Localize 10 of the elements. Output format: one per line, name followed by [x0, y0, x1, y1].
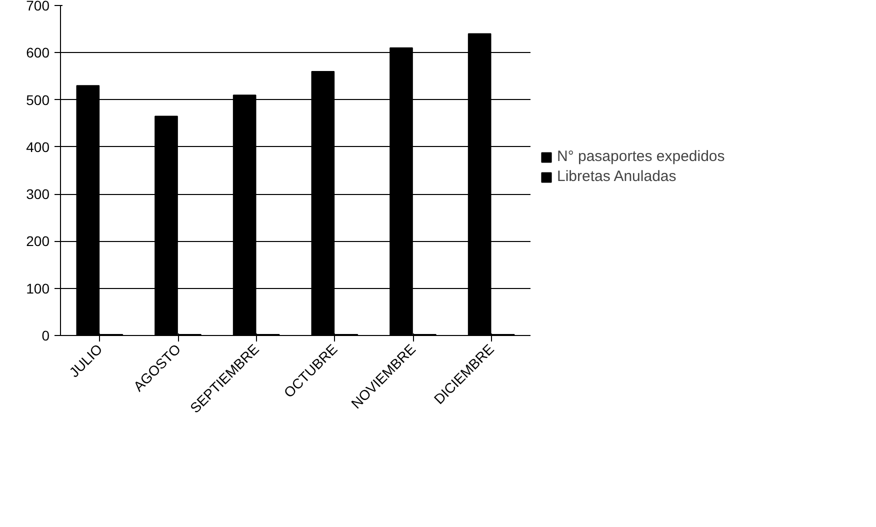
y-tick-label: 100: [26, 280, 50, 296]
y-tick-label: 500: [26, 92, 50, 108]
legend-label: N° pasaportes expedidos: [557, 148, 725, 165]
y-tick-label: 700: [26, 0, 50, 14]
y-tick-label: 200: [26, 233, 50, 250]
y-tick-label: 0: [42, 328, 50, 344]
y-tick-label: 400: [26, 138, 50, 155]
y-tick-label: 300: [26, 186, 50, 202]
legend-label: Libretas Anuladas: [557, 168, 676, 185]
y-tick-label: 600: [26, 44, 50, 61]
